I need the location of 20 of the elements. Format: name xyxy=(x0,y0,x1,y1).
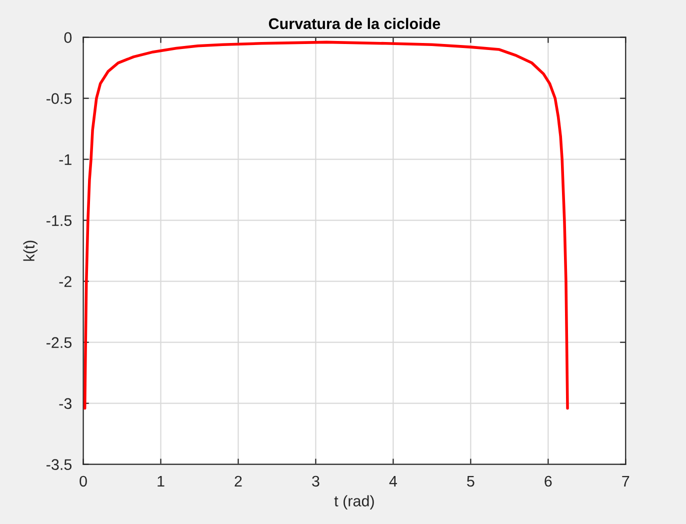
y-tick-label: -2.5 xyxy=(46,337,72,348)
x-tick-label: 0 xyxy=(80,476,87,487)
y-tick-label: -2 xyxy=(59,276,72,287)
y-tick-label: -1.5 xyxy=(46,215,72,226)
x-axis-title: t (rad) xyxy=(334,495,374,510)
x-tick-label: 3 xyxy=(312,476,320,487)
x-tick-label: 5 xyxy=(467,476,474,487)
y-tick-label: -3 xyxy=(59,398,72,409)
x-tick-label: 2 xyxy=(234,476,242,486)
x-tick-label: 4 xyxy=(389,476,397,486)
y-tick-label: -3.5 xyxy=(46,459,72,470)
x-tick-label: 6 xyxy=(544,476,552,487)
chart-title: Curvatura de la cicloide xyxy=(268,18,440,30)
y-tick-label: -1 xyxy=(59,154,72,165)
line-series xyxy=(83,40,569,410)
y-axis-title: k(t) xyxy=(23,240,38,261)
x-tick-label: 7 xyxy=(622,476,630,486)
y-tick-label: -0.5 xyxy=(46,93,72,104)
x-tick-label: 1 xyxy=(158,476,164,486)
y-tick-label: 0 xyxy=(64,32,72,43)
